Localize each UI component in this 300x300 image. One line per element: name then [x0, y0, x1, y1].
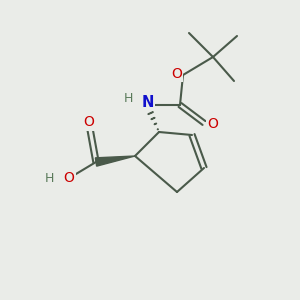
- Polygon shape: [145, 106, 152, 110]
- Polygon shape: [154, 123, 157, 124]
- Text: O: O: [171, 67, 182, 81]
- Text: O: O: [207, 117, 218, 130]
- Text: O: O: [83, 116, 94, 129]
- Polygon shape: [95, 156, 135, 166]
- Text: H: H: [124, 92, 133, 105]
- Polygon shape: [148, 112, 153, 115]
- Text: H: H: [45, 172, 54, 185]
- Polygon shape: [151, 117, 155, 120]
- Text: N: N: [141, 95, 154, 110]
- Text: O: O: [64, 172, 74, 185]
- Polygon shape: [157, 129, 158, 130]
